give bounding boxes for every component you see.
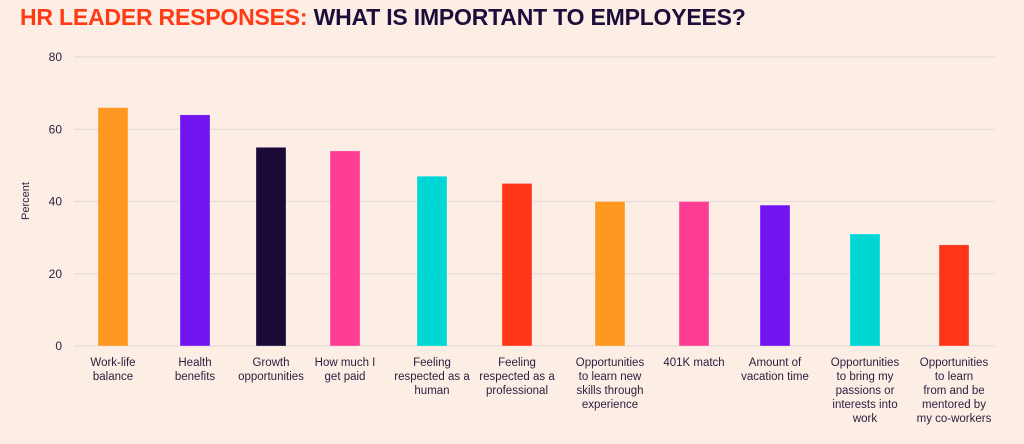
x-tick-label: Amount of vacation time <box>741 357 809 383</box>
x-tick-label: Opportunities to learn from and be mento… <box>916 357 992 425</box>
bar <box>97 107 129 347</box>
chart-title-main: WHAT IS IMPORTANT TO EMPLOYEES? <box>313 4 746 30</box>
y-tick-label: 0 <box>55 339 62 353</box>
bar <box>255 147 287 347</box>
y-tick-label: 80 <box>49 50 63 64</box>
bar <box>179 114 211 347</box>
y-tick-label: 20 <box>49 267 63 281</box>
y-axis-ticks: 0 20 40 60 80 <box>49 50 63 353</box>
x-tick-label: Feeling respected as a human <box>394 357 470 397</box>
x-tick-label: Health benefits <box>174 357 216 383</box>
x-tick-label: Opportunities to learn new skills throug… <box>575 357 645 411</box>
y-axis-label: Percent <box>20 182 32 220</box>
chart-title: HR LEADER RESPONSES: WHAT IS IMPORTANT T… <box>20 4 746 31</box>
x-tick-label: Work-life balance <box>90 357 136 383</box>
bar <box>501 183 533 347</box>
bars <box>97 107 970 347</box>
bar <box>759 204 791 347</box>
bar <box>416 175 448 347</box>
x-tick-label: Feeling respected as a professional <box>479 357 555 397</box>
x-tick-label: Growth opportunities <box>238 357 304 383</box>
y-tick-label: 40 <box>49 195 63 209</box>
bar <box>594 201 626 347</box>
bar <box>329 150 361 347</box>
x-tick-label: 401K match <box>663 357 725 369</box>
y-tick-label: 60 <box>49 122 63 136</box>
x-tick-label: How much I get paid <box>314 357 376 383</box>
chart-title-accent: HR LEADER RESPONSES: <box>20 4 308 30</box>
bar <box>678 201 710 347</box>
bar <box>849 233 881 347</box>
bar <box>938 244 970 347</box>
x-tick-label: Opportunities to bring my passions or in… <box>830 357 900 425</box>
grid-lines <box>74 56 995 347</box>
